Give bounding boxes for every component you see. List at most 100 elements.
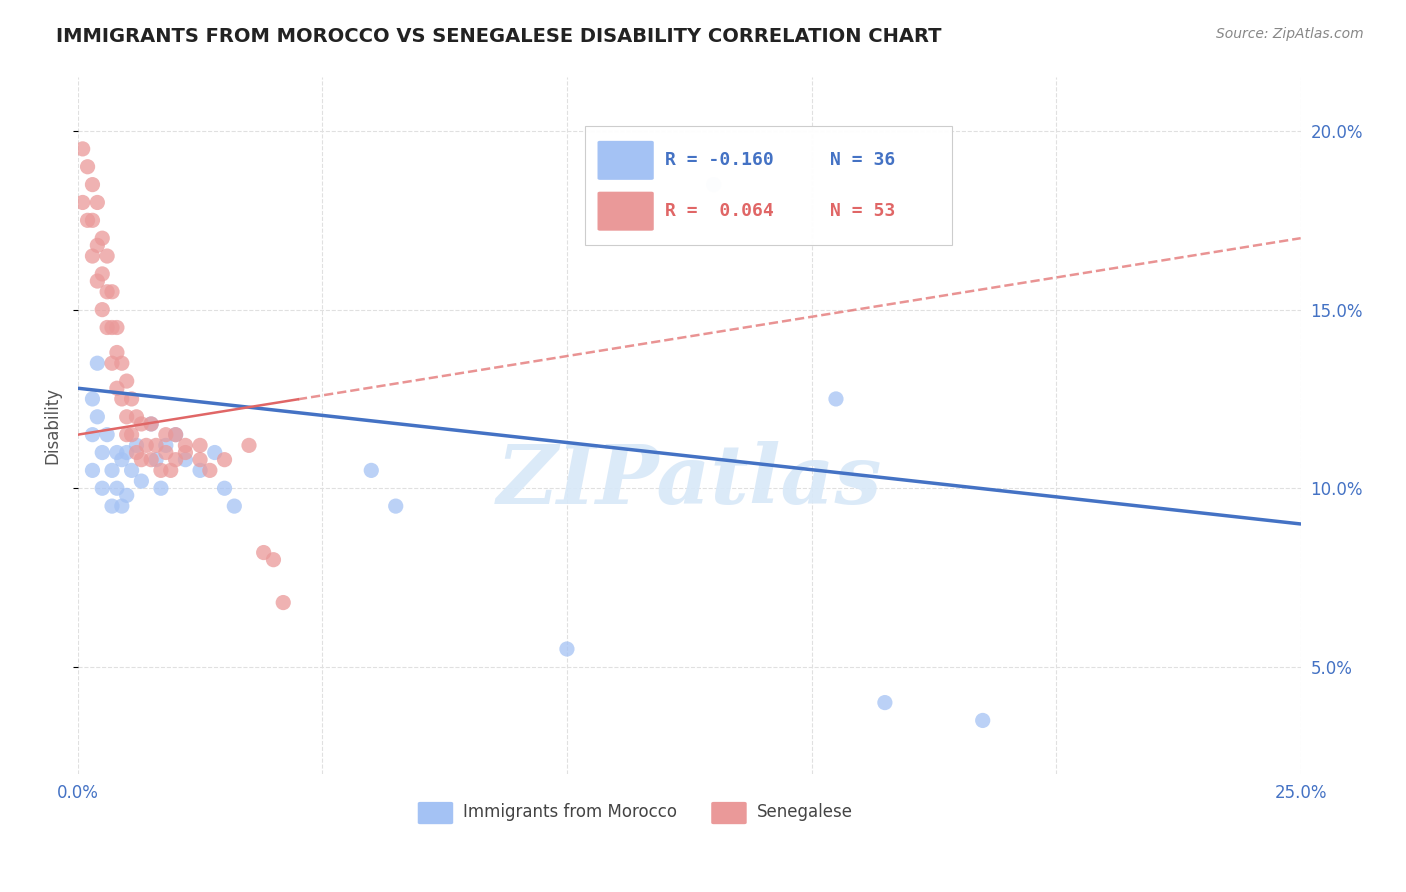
Point [91,267,114,281]
Point [115,374,138,388]
Point [214,481,236,495]
Point [86,195,108,210]
Point [105,481,128,495]
Point [135,438,157,452]
Point [145,438,167,452]
Point [96,320,118,334]
Point [253,545,276,559]
Point [165,452,187,467]
Point [91,231,114,245]
Point [111,356,134,370]
Point [101,285,124,299]
Y-axis label: Disability: Disability [44,387,60,465]
Point [703,178,725,192]
Point [111,392,134,406]
Text: Senegalese: Senegalese [756,804,852,822]
FancyBboxPatch shape [598,192,654,231]
Point [174,445,197,459]
Point [91,302,114,317]
Text: N = 53: N = 53 [830,202,896,220]
Point [224,499,246,513]
Text: Immigrants from Morocco: Immigrants from Morocco [463,804,678,822]
Text: N = 36: N = 36 [830,151,896,169]
Point [555,642,578,657]
Point [101,463,124,477]
Point [111,499,134,513]
Point [105,445,128,459]
Point [115,445,138,459]
Point [76,213,98,227]
Point [141,452,163,467]
Point [121,427,143,442]
Point [96,285,118,299]
Point [125,409,148,424]
Point [271,596,294,610]
Point [188,438,211,452]
Point [86,409,108,424]
Text: Source: ZipAtlas.com: Source: ZipAtlas.com [1216,27,1364,41]
Point [198,463,221,477]
Text: R = -0.160: R = -0.160 [665,151,773,169]
Point [115,427,138,442]
Point [174,438,197,452]
Point [86,274,108,288]
Point [86,238,108,252]
Point [155,427,177,442]
Point [873,696,896,710]
Point [72,142,94,156]
Point [86,356,108,370]
Point [101,499,124,513]
Text: R =  0.064: R = 0.064 [665,202,773,220]
Point [238,438,260,452]
Point [174,452,197,467]
Point [214,452,236,467]
FancyBboxPatch shape [711,802,747,824]
Point [141,417,163,431]
Point [125,445,148,459]
Point [115,409,138,424]
Point [972,714,994,728]
Point [165,427,187,442]
Text: ZIPatlas: ZIPatlas [496,442,882,522]
Point [131,417,153,431]
Point [125,438,148,452]
Point [115,488,138,502]
Point [121,392,143,406]
Point [91,445,114,459]
Point [825,392,848,406]
Point [204,445,226,459]
Point [105,381,128,395]
FancyBboxPatch shape [418,802,453,824]
Point [91,481,114,495]
Point [360,463,382,477]
Point [141,417,163,431]
Point [82,213,104,227]
Point [96,427,118,442]
Point [145,452,167,467]
Text: IMMIGRANTS FROM MOROCCO VS SENEGALESE DISABILITY CORRELATION CHART: IMMIGRANTS FROM MOROCCO VS SENEGALESE DI… [56,27,942,45]
Point [159,463,181,477]
Point [111,452,134,467]
Point [188,452,211,467]
Point [82,178,104,192]
Point [149,463,172,477]
Point [155,438,177,452]
Point [131,474,153,488]
Point [155,445,177,459]
Point [121,463,143,477]
Point [105,345,128,359]
Point [131,452,153,467]
Point [101,356,124,370]
Point [72,195,94,210]
Point [82,463,104,477]
FancyBboxPatch shape [585,126,952,244]
Point [165,427,187,442]
Point [82,392,104,406]
Point [149,481,172,495]
Point [82,249,104,263]
Point [82,427,104,442]
Point [262,552,284,566]
Point [76,160,98,174]
Point [105,320,128,334]
Point [101,320,124,334]
